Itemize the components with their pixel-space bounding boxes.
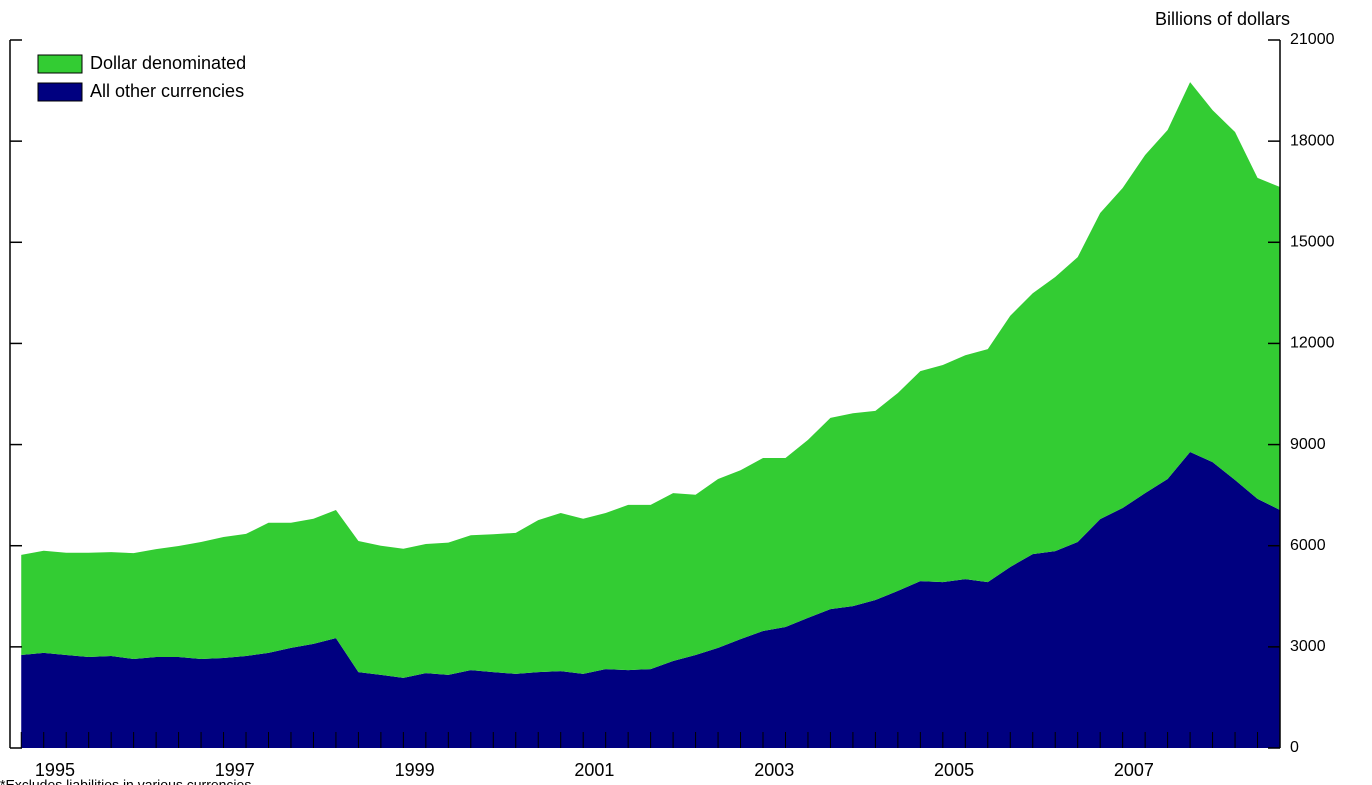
x-tick-label: 1995 xyxy=(35,760,75,780)
x-tick-label: 1997 xyxy=(215,760,255,780)
legend-swatch xyxy=(37,82,83,102)
legend-label: Dollar denominated xyxy=(90,53,246,73)
area xyxy=(21,82,1281,678)
legend-swatch xyxy=(37,54,83,74)
y-axis-label: Billions of dollars xyxy=(1155,9,1290,29)
y-tick-label: 18000 xyxy=(1290,132,1335,149)
y-tick-label: 9000 xyxy=(1290,436,1326,453)
y-tick-label: 12000 xyxy=(1290,335,1335,352)
y-tick-label: 15000 xyxy=(1290,234,1335,251)
y-tick-label: 21000 xyxy=(1290,31,1335,48)
note: *Excludes liabilities in various currenc… xyxy=(0,777,251,785)
y-tick-label: 6000 xyxy=(1290,537,1326,554)
x-tick-label: 2001 xyxy=(574,760,614,780)
y-tick-label: 0 xyxy=(1290,739,1299,756)
legend-label: All other currencies xyxy=(90,81,244,101)
x-tick-label: 2007 xyxy=(1114,760,1154,780)
x-tick-label: 1999 xyxy=(395,760,435,780)
y-tick-label: 3000 xyxy=(1290,638,1326,655)
x-tick-label: 2003 xyxy=(754,760,794,780)
x-tick-label: 2005 xyxy=(934,760,974,780)
area xyxy=(21,451,1281,748)
